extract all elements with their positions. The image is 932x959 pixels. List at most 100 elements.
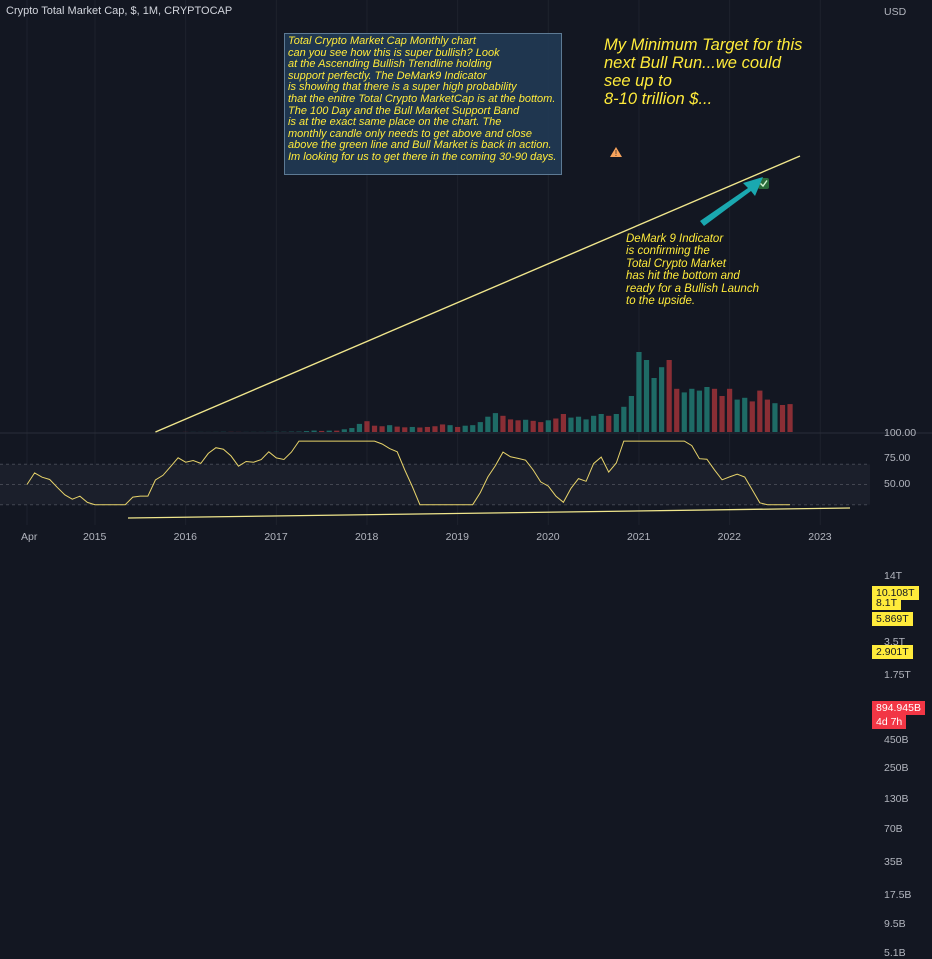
volume-bar (697, 391, 702, 432)
price-tag[interactable]: 894.945B (872, 701, 925, 715)
volume-bar (447, 425, 452, 432)
volume-bar (576, 417, 581, 432)
volume-bar (772, 403, 777, 432)
volume-bar (432, 426, 437, 432)
volume-bar (606, 416, 611, 432)
x-axis-tick: 2016 (174, 531, 197, 543)
volume-bar (727, 389, 732, 432)
volume-bar (440, 424, 445, 432)
volume-bar (689, 389, 694, 432)
x-axis-tick: 2018 (355, 531, 378, 543)
volume-bar (500, 416, 505, 432)
volume-bar (735, 400, 740, 432)
volume-bar (719, 396, 724, 432)
y-axis-tick: 35B (884, 856, 903, 868)
volume-bar (327, 431, 332, 432)
volume-bar (629, 396, 634, 432)
oscillator-tick: 50.00 (884, 478, 910, 490)
volume-bar (493, 413, 498, 432)
volume-bar (311, 431, 316, 432)
y-axis-tick: 130B (884, 793, 909, 805)
volume-bar (757, 391, 762, 432)
x-axis-tick: 2020 (536, 531, 559, 543)
volume-bar (742, 398, 747, 432)
volume-bar (644, 360, 649, 432)
y-axis-tick: 70B (884, 823, 903, 835)
price-tag[interactable]: 4d 7h (872, 715, 906, 729)
x-axis-tick: 2022 (718, 531, 741, 543)
target-text-note[interactable]: My Minimum Target for this next Bull Run… (604, 36, 802, 108)
chart-workspace[interactable]: ! Crypto Total Market Cap, $, 1M, CRYPTO… (0, 0, 932, 550)
volume-bar (463, 426, 468, 432)
volume-bar (787, 404, 792, 432)
y-axis-tick: 1.75T (884, 669, 911, 681)
volume-bar (425, 427, 430, 432)
price-tag[interactable]: 2.901T (872, 645, 913, 659)
volume-bar (304, 431, 309, 432)
volume-bar (531, 421, 536, 432)
price-tag[interactable]: 8.1T (872, 596, 901, 610)
volume-bar (342, 429, 347, 432)
volume-bar (659, 367, 664, 432)
y-axis-tick: 17.5B (884, 889, 911, 901)
volume-bar (553, 419, 558, 433)
volume-bar (410, 427, 415, 432)
x-axis-tick: 2023 (808, 531, 831, 543)
volume-bar (402, 427, 407, 432)
volume-bar (508, 419, 513, 432)
volume-bar (599, 414, 604, 432)
symbol-title[interactable]: Crypto Total Market Cap, $, 1M, CRYPTOCA… (6, 5, 232, 17)
demark-text-note[interactable]: DeMark 9 Indicator is confirming the Tot… (626, 233, 759, 307)
volume-bar (387, 425, 392, 432)
volume-bar (750, 401, 755, 432)
volume-bar (621, 407, 626, 432)
warning-mark-icon: ! (615, 149, 617, 158)
volume-bar (455, 427, 460, 432)
x-axis-tick: 2021 (627, 531, 650, 543)
oscillator-tick: 75.00 (884, 452, 910, 464)
volume-bar (485, 417, 490, 432)
y-axis-tick: 5.1B (884, 947, 906, 959)
volume-bar (591, 416, 596, 432)
volume-bar (515, 420, 520, 432)
volume-bar (780, 405, 785, 432)
volume-bar (478, 422, 483, 432)
y-axis-tick: 9.5B (884, 918, 906, 930)
volume-bar (470, 425, 475, 432)
volume-bar (364, 421, 369, 432)
x-axis-tick: 2019 (446, 531, 469, 543)
currency-label: USD (884, 6, 906, 18)
volume-bar (636, 352, 641, 432)
analysis-text-note[interactable]: Total Crypto Market Cap Monthly chart ca… (284, 33, 562, 175)
volume-bar (523, 420, 528, 432)
volume-bar (538, 422, 543, 432)
oscillator-tick: 100.00 (884, 427, 916, 439)
x-axis-tick: 2017 (264, 531, 287, 543)
volume-bar (704, 387, 709, 432)
volume-bar (568, 418, 573, 432)
y-axis-tick: 450B (884, 734, 909, 746)
volume-bar (357, 424, 362, 432)
x-axis-tick: 2015 (83, 531, 106, 543)
volume-bar (561, 414, 566, 432)
volume-bar (395, 427, 400, 432)
volume-bar (372, 426, 377, 432)
volume-bar (712, 389, 717, 432)
volume-bar (379, 426, 384, 432)
volume-bar (334, 431, 339, 432)
volume-bar (682, 392, 687, 432)
volume-bar (417, 428, 422, 433)
volume-bar (546, 420, 551, 432)
volume-bar (349, 428, 354, 432)
volume-bar (667, 360, 672, 432)
y-axis-tick: 250B (884, 762, 909, 774)
volume-bar (651, 378, 656, 432)
volume-bar (674, 389, 679, 432)
volume-bar (765, 400, 770, 432)
y-axis-tick: 14T (884, 570, 902, 582)
volume-bar (614, 414, 619, 432)
volume-bar (583, 419, 588, 432)
price-tag[interactable]: 5.869T (872, 612, 913, 626)
x-axis-tick: Apr (21, 531, 37, 543)
volume-bar (319, 431, 324, 432)
